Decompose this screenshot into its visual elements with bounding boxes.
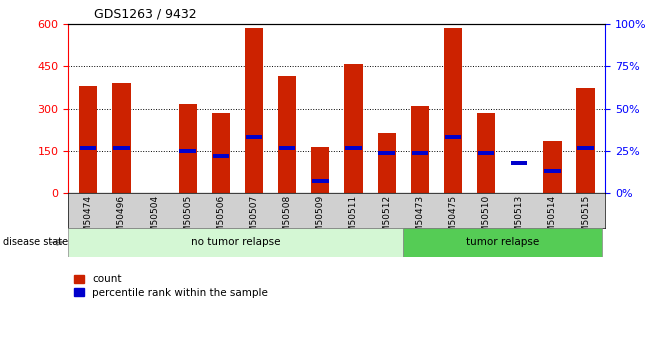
- Text: GSM50510: GSM50510: [482, 195, 491, 244]
- Bar: [544, 169, 561, 173]
- Bar: [477, 113, 495, 193]
- Bar: [403, 228, 602, 257]
- Text: GSM50514: GSM50514: [548, 195, 557, 244]
- Bar: [80, 146, 96, 149]
- Bar: [68, 228, 403, 257]
- Bar: [378, 151, 395, 155]
- Text: GSM50507: GSM50507: [249, 195, 258, 244]
- Bar: [212, 113, 230, 193]
- Bar: [79, 86, 98, 193]
- Bar: [245, 28, 263, 193]
- Text: no tumor relapse: no tumor relapse: [191, 237, 281, 247]
- Bar: [246, 136, 262, 139]
- Bar: [178, 105, 197, 193]
- Text: GSM50474: GSM50474: [84, 195, 92, 244]
- Bar: [112, 83, 130, 193]
- Text: disease state: disease state: [3, 237, 68, 247]
- Bar: [411, 151, 428, 155]
- Text: GSM50505: GSM50505: [183, 195, 192, 244]
- Legend: count, percentile rank within the sample: count, percentile rank within the sample: [74, 274, 268, 297]
- Bar: [478, 151, 494, 155]
- Bar: [311, 147, 329, 193]
- Text: GSM50504: GSM50504: [150, 195, 159, 244]
- Text: GSM50506: GSM50506: [216, 195, 225, 244]
- Bar: [544, 141, 562, 193]
- Bar: [213, 154, 229, 158]
- Text: GSM50509: GSM50509: [316, 195, 325, 244]
- Bar: [278, 76, 296, 193]
- Text: GSM50475: GSM50475: [449, 195, 458, 244]
- Text: GSM50473: GSM50473: [415, 195, 424, 244]
- Text: GDS1263 / 9432: GDS1263 / 9432: [94, 8, 197, 21]
- Bar: [312, 179, 329, 183]
- Text: GSM50513: GSM50513: [515, 195, 524, 244]
- Bar: [378, 132, 396, 193]
- Bar: [113, 146, 130, 149]
- Bar: [444, 28, 462, 193]
- Text: GSM50515: GSM50515: [581, 195, 590, 244]
- Bar: [511, 161, 527, 165]
- Text: GSM50496: GSM50496: [117, 195, 126, 244]
- Bar: [344, 63, 363, 193]
- Bar: [180, 149, 196, 153]
- Text: GSM50508: GSM50508: [283, 195, 292, 244]
- Bar: [445, 136, 461, 139]
- Text: tumor relapse: tumor relapse: [466, 237, 539, 247]
- Bar: [577, 146, 594, 149]
- Bar: [279, 146, 296, 149]
- Bar: [345, 146, 362, 149]
- Text: GSM50512: GSM50512: [382, 195, 391, 244]
- Bar: [411, 106, 429, 193]
- Bar: [576, 88, 594, 193]
- Text: GSM50511: GSM50511: [349, 195, 358, 244]
